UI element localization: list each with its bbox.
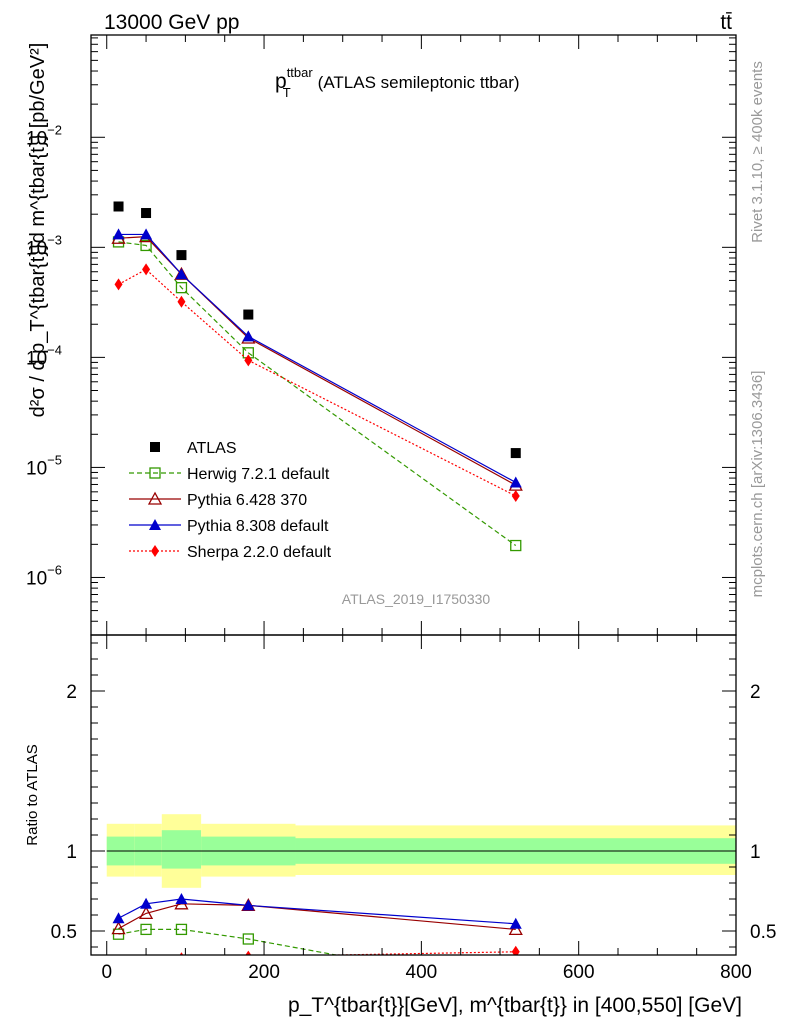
ratio-xtick-label: 400 [406, 962, 438, 983]
main-sherpa-point [142, 263, 151, 276]
ratio-pythia6-point [508, 922, 523, 936]
ratio-sherpa-point [179, 952, 184, 955]
main-sherpa-point [511, 489, 520, 502]
legend-label: Herwig 7.2.1 default [187, 466, 330, 483]
main-atlas-point [243, 309, 254, 320]
ratio-herwig-point [242, 933, 254, 945]
legend-marker [150, 442, 160, 452]
ratio-herwig-line [118, 928, 340, 955]
main-atlas-point [176, 250, 187, 261]
main-herwig-point [140, 239, 152, 252]
ratio-pythia6-point [111, 921, 126, 935]
ratio-pythia8-point [242, 899, 255, 911]
main-pythia8-line [118, 233, 517, 483]
main-title-sup: ttbar [287, 65, 314, 80]
mcplots-label: mcplots.cern.ch [arXiv:1306.3436] [749, 371, 766, 598]
main-herwig-line [118, 241, 517, 547]
main-sherpa-point [114, 278, 123, 291]
legend-label: Sherpa 2.2.0 default [187, 544, 332, 561]
main-herwig-point [175, 282, 188, 294]
main-sherpa-point [244, 354, 253, 367]
main-sherpa-line [118, 268, 517, 497]
ratio-pythia6-point [138, 906, 154, 920]
main-title-rest: (ATLAS semileptonic ttbar) [318, 73, 520, 92]
watermark: ATLAS_2019_I1750330 [342, 591, 491, 607]
ratio-pythia6-line [118, 903, 516, 930]
ratio-pythia8-point [112, 912, 125, 924]
ratio-band-inner [161, 830, 202, 869]
ratio-ytick-label-right: 2 [750, 682, 761, 703]
main-atlas-point [510, 448, 521, 459]
ratio-xtick-label: 0 [101, 962, 112, 983]
ratio-pythia8-point [509, 917, 522, 929]
ratio-pythia8-point [175, 893, 188, 904]
ratio-sherpa-point [245, 950, 252, 955]
ratio-xtick-label: 600 [563, 962, 595, 983]
legend-marker [147, 491, 163, 505]
ratio-frame [90, 634, 737, 956]
legend: ATLAS Herwig 7.2.1 default Pythia 6.428 37… [129, 440, 332, 561]
ratio-sherpa-point [511, 945, 520, 955]
main-atlas-point [141, 208, 152, 219]
ratio-herwig-point [175, 923, 188, 936]
ratio-ylabel: Ratio to ATLAS [24, 744, 41, 845]
main-ytick-label: 10−2 [26, 122, 62, 149]
header-left: 13000 GeV pp [104, 11, 239, 34]
header-right: tt̄ [720, 11, 732, 34]
main-pythia8-point [140, 228, 153, 240]
main-pythia8-point [175, 268, 188, 280]
main-ytick-label: 10−5 [26, 452, 62, 479]
ratio-xlabel: p_T^{tbar{t}}[GeV], m^{tbar{t}} in [400,… [288, 994, 742, 1017]
ratio-sherpa-point [115, 973, 123, 985]
legend-label: Pythia 6.428 370 [187, 492, 307, 509]
main-pythia8-point [509, 476, 522, 488]
main-pythia8-point [242, 330, 255, 342]
main-ytick-label: 10−6 [26, 562, 62, 589]
ratio-ytick-label: 1 [66, 842, 77, 863]
ratio-sherpa-point [142, 957, 150, 969]
ratio-panel: 0 200 400 600 800 0.5 0.5 1 1 2 2 Ratio to ATLAS p… [24, 634, 776, 1017]
ratio-xtick-label: 200 [248, 962, 280, 983]
main-pythia8-point [112, 228, 125, 240]
main-ytick-label: 10−3 [26, 232, 62, 259]
main-herwig-point [510, 539, 522, 552]
ratio-herwig-point [140, 923, 152, 936]
main-title-p: p [275, 70, 287, 93]
legend-marker [151, 545, 159, 557]
legend-marker [149, 519, 161, 530]
main-atlas-point [113, 201, 124, 212]
ratio-xtick-label: 800 [720, 962, 752, 983]
ratio-ytick-label-right: 1 [750, 842, 761, 863]
ratio-sherpa-line [304, 951, 516, 955]
main-panel: 10−6 10−5 10−4 10−3 10−2 pttbar T (ATLAS semil… [26, 34, 737, 636]
main-ylabel: d²σ / d p_T^{tbar{t}}d m^{tbar{t}} [pb/G… [27, 43, 49, 418]
main-ytick-label: 10−4 [26, 342, 62, 369]
ratio-ytick-label: 2 [66, 682, 77, 703]
ratio-herwig-point [511, 983, 521, 993]
main-title: pttbar T (ATLAS semileptonic ttbar) [275, 65, 520, 100]
rivet-label: Rivet 3.1.10, ≥ 400k events [749, 61, 766, 243]
legend-label: Pythia 8.308 default [187, 518, 329, 535]
main-sherpa-point [177, 295, 186, 308]
legend-marker [149, 467, 161, 479]
main-title-sub: T [283, 85, 291, 100]
ratio-ytick-label: 0.5 [51, 922, 77, 943]
legend-label: ATLAS [187, 440, 237, 457]
ratio-pythia8-point [140, 897, 153, 909]
ratio-ytick-label-right: 0.5 [750, 922, 776, 943]
